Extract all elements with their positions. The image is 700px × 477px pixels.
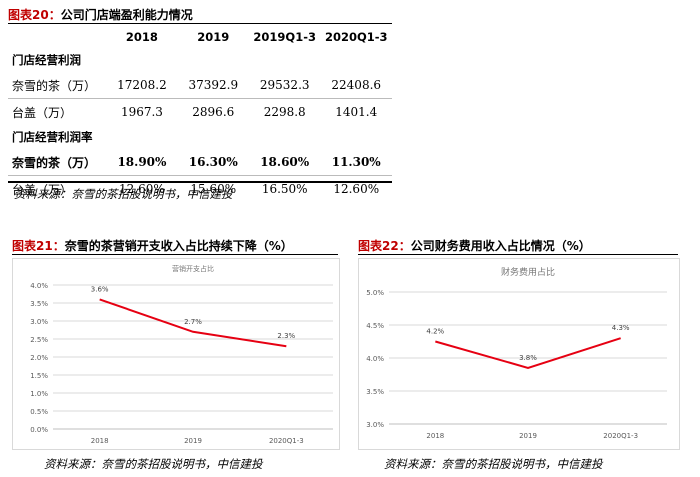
- y-tick-label: 3.5%: [30, 300, 48, 308]
- y-tick-label: 0.5%: [30, 408, 48, 416]
- table-cell: 37392.9: [177, 72, 249, 99]
- figure21-title: 图表21：奈雪的茶营销开支收入占比持续下降（%）: [12, 237, 293, 254]
- table-row: 台盖（万） 12.60% 15.60% 16.50% 12.60%: [8, 176, 392, 203]
- header-cell: [8, 26, 106, 48]
- chart-title: 营销开支占比: [172, 264, 214, 273]
- data-label: 3.6%: [91, 285, 109, 293]
- table-cell: 29532.3: [248, 72, 321, 99]
- table-cell: 2298.8: [263, 105, 306, 119]
- header-cell: 2020Q1-3: [324, 30, 388, 44]
- table-cell: 16.30%: [177, 149, 249, 176]
- table-cell: 1967.3: [120, 105, 163, 119]
- y-tick-label: 4.0%: [366, 355, 384, 363]
- table-figure-title: 图表20：公司门店端盈利能力情况: [8, 6, 193, 23]
- figure-label: 图表22：: [358, 239, 411, 253]
- figure-title-text: 奈雪的茶营销开支收入占比持续下降（%）: [64, 239, 293, 253]
- table-cell: 18.90%: [106, 149, 178, 176]
- data-label: 2.3%: [277, 332, 295, 340]
- figure22-source-note: 资料来源：奈雪的茶招股说明书，中信建投: [384, 457, 603, 471]
- row-label: 台盖（万）: [12, 105, 73, 120]
- y-tick-label: 2.5%: [30, 336, 48, 344]
- title-rule: [358, 254, 678, 255]
- figure-title-text: 公司财务费用收入占比情况（%）: [410, 239, 591, 253]
- table-row: 台盖（万） 1967.3 2896.6 2298.8 1401.4: [8, 99, 392, 126]
- y-tick-label: 4.5%: [366, 322, 384, 330]
- x-tick-label: 2019: [184, 437, 202, 445]
- x-tick-label: 2020Q1-3: [269, 437, 304, 445]
- x-tick-label: 2020Q1-3: [603, 432, 638, 440]
- finance-expense-chart: 财务费用占比 3.0% 3.5% 4.0% 4.5% 5.0% 2018 2019 2020Q1…: [366, 266, 667, 440]
- title-rule: [8, 23, 392, 24]
- table-cell: 18.60%: [248, 149, 321, 176]
- y-tick-label: 0.0%: [30, 426, 48, 434]
- series-line: [435, 337, 621, 369]
- chart-title: 财务费用占比: [501, 266, 555, 278]
- table-row: 奈雪的茶（万） 17208.2 37392.9 29532.3 22408.6: [8, 72, 392, 99]
- chart2-frame: 财务费用占比 3.0% 3.5% 4.0% 4.5% 5.0% 2018 2019 2020Q1…: [358, 258, 680, 450]
- table-source-note: 资料来源：奈雪的茶招股说明书，中信建投: [14, 187, 233, 201]
- table-cell: 17208.2: [106, 72, 178, 99]
- data-label: 4.3%: [612, 324, 630, 332]
- data-label: 4.2%: [426, 328, 444, 336]
- x-tick-label: 2018: [91, 437, 109, 445]
- table-cell: 16.50%: [261, 182, 308, 196]
- header-cell: 2019: [197, 30, 230, 44]
- y-tick-label: 3.0%: [30, 318, 48, 326]
- figure22-title: 图表22：公司财务费用收入占比情况（%）: [358, 237, 591, 254]
- row-label: 奈雪的茶（万）: [8, 149, 107, 176]
- table-header-row: 2018 2019 2019Q1-3 2020Q1-3: [8, 26, 392, 48]
- title-rule: [12, 254, 338, 255]
- row-label: 台盖（万）: [12, 182, 73, 197]
- data-label: 3.8%: [519, 354, 537, 362]
- section-heading-row: 门店经营利润率: [8, 125, 392, 149]
- figure21-source-note: 资料来源：奈雪的茶招股说明书，中信建投: [44, 457, 263, 471]
- table-row: 奈雪的茶（万） 18.90% 16.30% 18.60% 11.30%: [8, 149, 392, 176]
- header-cell: 2019Q1-3: [253, 30, 316, 44]
- y-tick-label: 3.0%: [366, 421, 384, 429]
- header-cell: 2018: [125, 30, 158, 44]
- y-tick-label: 2.0%: [30, 354, 48, 362]
- y-tick-label: 4.0%: [30, 282, 48, 290]
- x-tick-label: 2019: [519, 432, 537, 440]
- x-tick-label: 2018: [426, 432, 444, 440]
- section-heading: 门店经营利润率: [12, 130, 93, 144]
- table-cell: 15.60%: [190, 182, 237, 196]
- table-cell: 12.60%: [119, 182, 165, 196]
- table-cell: 11.30%: [320, 149, 392, 176]
- profitability-table: 2018 2019 2019Q1-3 2020Q1-3 门店经营利润 奈雪的茶（…: [8, 26, 392, 202]
- y-tick-label: 1.5%: [30, 372, 48, 380]
- table-cell: 1401.4: [335, 105, 378, 119]
- chart1-frame: 营销开支占比 0.0% 0.5% 1.0% 1.5% 2.0% 2.5% 3.0% 3.5% 4.…: [12, 258, 340, 450]
- y-tick-label: 5.0%: [366, 289, 384, 297]
- marketing-expense-chart: 营销开支占比 0.0% 0.5% 1.0% 1.5% 2.0% 2.5% 3.0% 3.5% 4.…: [30, 264, 333, 445]
- figure-label: 图表20：: [8, 8, 61, 22]
- y-tick-label: 1.0%: [30, 390, 48, 398]
- figure-label: 图表21：: [12, 239, 65, 253]
- table-cell: 12.60%: [333, 182, 380, 196]
- row-label: 奈雪的茶（万）: [8, 72, 107, 99]
- table-cell: 2896.6: [192, 105, 235, 119]
- table-bottom-rule: [8, 181, 392, 183]
- y-tick-label: 3.5%: [366, 388, 384, 396]
- section-heading-row: 门店经营利润: [8, 48, 392, 72]
- section-heading: 门店经营利润: [12, 53, 81, 67]
- table-cell: 22408.6: [320, 72, 392, 99]
- data-label: 2.7%: [184, 318, 202, 326]
- series-line: [99, 298, 287, 348]
- figure-title-text: 公司门店端盈利能力情况: [60, 8, 193, 22]
